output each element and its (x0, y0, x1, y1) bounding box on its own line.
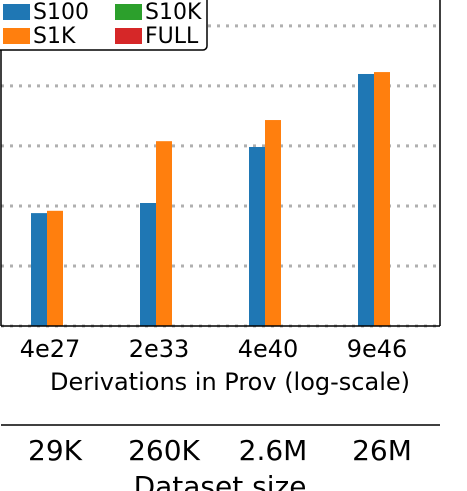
secondary-x-tick-label: 29K (28, 434, 83, 467)
bar (140, 203, 156, 326)
x-tick-label: 4e40 (238, 335, 299, 363)
legend-label: FULL (145, 24, 199, 49)
bar (374, 72, 390, 326)
secondary-x-tick-label: 2.6M (239, 434, 308, 467)
secondary-x-axis-label: Dataset size (134, 470, 307, 491)
legend-box (0, 0, 208, 51)
x-tick-label: 4e27 (20, 335, 81, 363)
bar (265, 120, 281, 326)
x-tick-label: 2e33 (129, 335, 190, 363)
legend-swatch (115, 28, 142, 44)
bar (249, 146, 265, 326)
x-axis-label: Derivations in Prov (log-scale) (50, 368, 410, 396)
secondary-x-tick-label: 260K (128, 434, 200, 467)
bar (156, 141, 172, 326)
secondary-x-tick-label: 26M (352, 434, 412, 467)
bar (31, 213, 47, 326)
legend-swatch (3, 4, 30, 20)
x-tick-label: 9e46 (347, 335, 408, 363)
bar (358, 73, 374, 326)
legend-label: S10K (145, 0, 202, 25)
legend-label: S100 (33, 0, 89, 25)
bar (47, 210, 63, 326)
legend-swatch (115, 4, 142, 20)
legend-swatch (3, 28, 30, 44)
legend-label: S1K (33, 24, 76, 49)
